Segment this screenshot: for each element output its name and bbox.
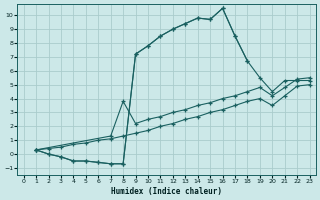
X-axis label: Humidex (Indice chaleur): Humidex (Indice chaleur) [111, 187, 222, 196]
